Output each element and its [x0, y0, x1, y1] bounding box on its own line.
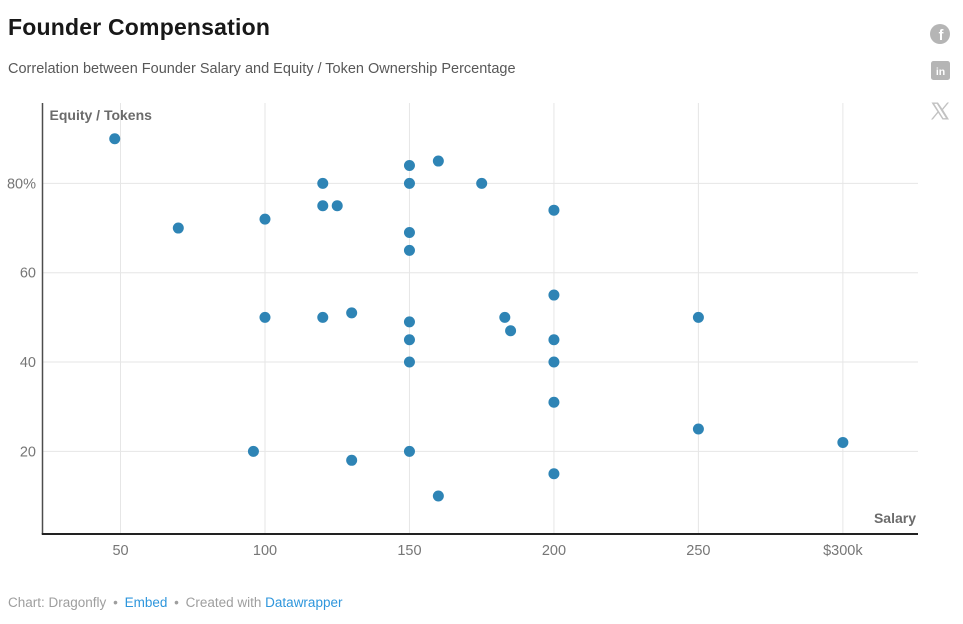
data-point[interactable]: [259, 213, 271, 225]
svg-text:in: in: [935, 66, 944, 78]
embed-link[interactable]: Embed: [124, 595, 168, 610]
x-tick-label: 200: [542, 543, 566, 559]
data-point[interactable]: [317, 311, 329, 323]
data-point[interactable]: [432, 490, 444, 502]
data-point[interactable]: [403, 445, 415, 457]
separator-dot: •: [174, 595, 179, 610]
data-point[interactable]: [259, 311, 271, 323]
data-point[interactable]: [317, 177, 329, 189]
x-share-icon[interactable]: [930, 101, 950, 121]
data-point[interactable]: [403, 177, 415, 189]
svg-text:f: f: [939, 28, 944, 44]
data-point[interactable]: [403, 227, 415, 239]
data-point[interactable]: [432, 155, 444, 167]
data-point[interactable]: [403, 316, 415, 328]
x-tick-label: 100: [253, 543, 277, 559]
data-point[interactable]: [692, 311, 704, 323]
separator-dot: •: [113, 595, 118, 610]
data-point[interactable]: [692, 423, 704, 435]
data-point[interactable]: [837, 436, 849, 448]
footer-byline: Chart: Dragonfly • Embed • Created with …: [8, 595, 342, 610]
data-point[interactable]: [548, 204, 560, 216]
data-point[interactable]: [247, 445, 259, 457]
chart-credit: Chart: Dragonfly: [8, 595, 107, 610]
data-point[interactable]: [403, 244, 415, 256]
y-tick-label: 60: [20, 266, 36, 282]
page-title: Founder Compensation: [8, 14, 271, 40]
y-axis-title: Equity / Tokens: [50, 107, 153, 123]
linkedin-share-icon[interactable]: in: [930, 61, 950, 81]
y-tick-label: 40: [20, 355, 36, 371]
data-point[interactable]: [331, 200, 343, 212]
data-point[interactable]: [403, 160, 415, 172]
data-point[interactable]: [548, 334, 560, 346]
data-point[interactable]: [317, 200, 329, 212]
created-with-text: Created with: [185, 595, 262, 610]
data-point[interactable]: [403, 356, 415, 368]
x-axis-title: Salary: [874, 510, 916, 526]
data-point[interactable]: [505, 325, 517, 337]
data-point[interactable]: [548, 356, 560, 368]
data-point[interactable]: [346, 307, 358, 319]
data-point[interactable]: [499, 311, 511, 323]
datawrapper-link[interactable]: Datawrapper: [265, 595, 343, 610]
facebook-share-icon[interactable]: f: [930, 24, 950, 44]
x-tick-label: 150: [397, 543, 421, 559]
y-tick-label: 20: [20, 444, 36, 460]
data-point[interactable]: [109, 133, 121, 145]
data-point[interactable]: [476, 177, 488, 189]
x-tick-label: 50: [112, 543, 128, 559]
x-tick-label: $300k: [823, 543, 863, 559]
data-point[interactable]: [548, 396, 560, 408]
data-point[interactable]: [346, 454, 358, 466]
scatter-plot[interactable]: 50 100 150 200 250 $300k 20 40 60 80% Equity / Tok…: [0, 0, 963, 578]
data-point[interactable]: [172, 222, 184, 234]
data-point[interactable]: [548, 289, 560, 301]
y-tick-label: 80%: [7, 176, 36, 192]
data-point[interactable]: [403, 334, 415, 346]
chart-subtitle: Correlation between Founder Salary and E…: [8, 61, 516, 77]
x-tick-label: 250: [686, 543, 710, 559]
data-point[interactable]: [548, 468, 560, 480]
